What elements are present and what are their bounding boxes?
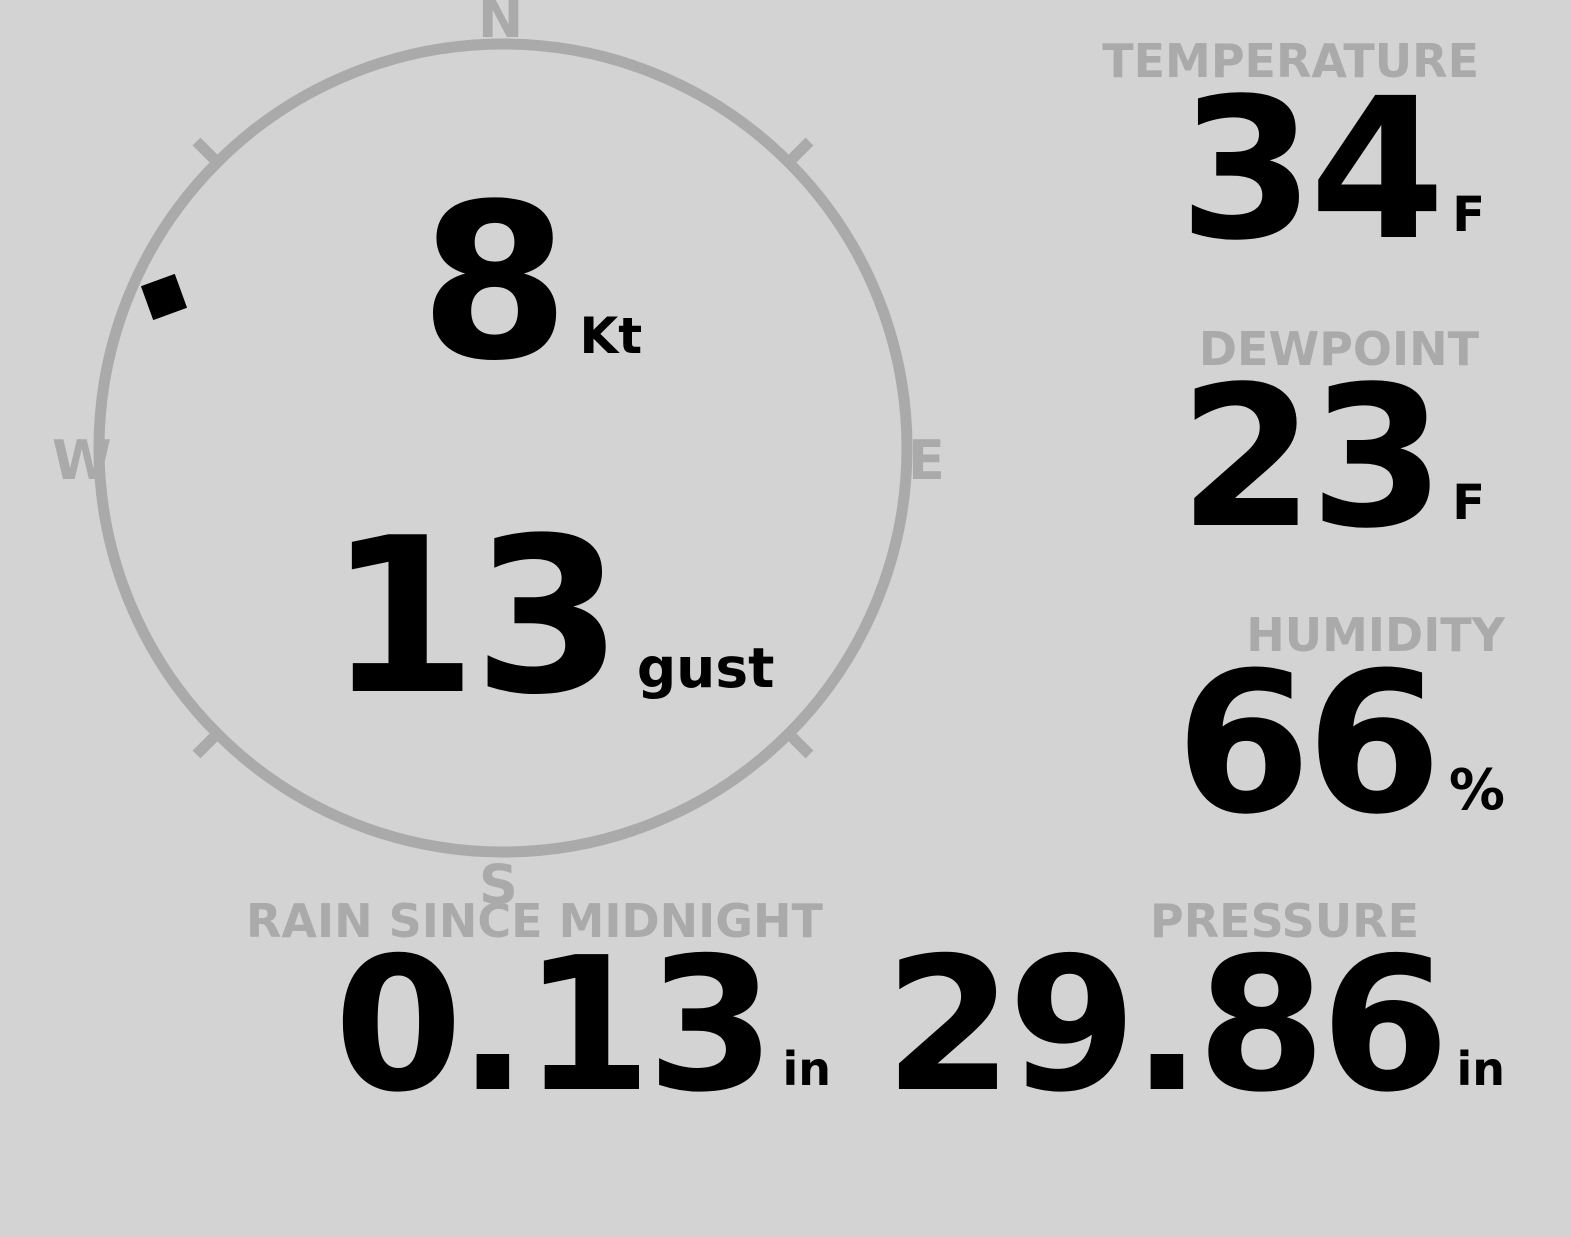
compass-tick-sw <box>192 730 221 759</box>
rain-row: 0.13 in <box>246 917 831 1133</box>
temperature-unit: F <box>1452 187 1485 243</box>
dewpoint-value: 23 <box>1178 344 1445 571</box>
pressure-unit: in <box>1456 1042 1505 1096</box>
rain-unit: in <box>782 1042 831 1096</box>
compass-label-east: E <box>908 429 945 492</box>
compass-tick-marks <box>192 137 814 759</box>
rain-label: RAIN SINCE MIDNIGHT <box>246 894 823 948</box>
compass-ring <box>93 38 913 858</box>
wind-gust-readout: 13 gust <box>0 491 1006 742</box>
dewpoint-label: DEWPOINT <box>1198 322 1479 376</box>
humidity-unit: % <box>1448 758 1505 823</box>
compass-label-west: W <box>52 429 112 492</box>
wind-direction-marker <box>140 273 188 321</box>
humidity-row: 66 % <box>1175 630 1505 857</box>
dewpoint-unit: F <box>1452 475 1485 531</box>
compass-dial-svg <box>93 38 913 858</box>
compass-tick-nw <box>192 137 221 166</box>
dewpoint-row: 23 F <box>1178 344 1485 571</box>
temperature-row: 34 F <box>1102 56 1485 283</box>
wind-speed-value: 8 <box>419 157 570 408</box>
humidity-value: 66 <box>1175 630 1442 857</box>
wind-gust-unit: gust <box>636 636 775 700</box>
metric-pressure: PRESSURE 29.86 in <box>884 894 1505 1133</box>
humidity-label: HUMIDITY <box>1246 608 1505 662</box>
metric-temperature: TEMPERATURE 34 F <box>1102 34 1485 283</box>
rain-value: 0.13 <box>334 917 775 1133</box>
pressure-row: 29.86 in <box>884 917 1505 1133</box>
compass-label-south: S <box>479 853 518 916</box>
wind-speed-readout: 8 Kt <box>0 157 1006 408</box>
wind-gust-value: 13 <box>327 491 623 742</box>
temperature-label: TEMPERATURE <box>1102 34 1479 88</box>
pressure-label: PRESSURE <box>1150 894 1419 948</box>
metric-dewpoint: DEWPOINT 23 F <box>1178 322 1485 571</box>
pressure-value: 29.86 <box>884 917 1449 1133</box>
wind-compass-gauge: N E S W 8 Kt 13 gust <box>0 0 1006 912</box>
metric-rain-since-midnight: RAIN SINCE MIDNIGHT 0.13 in <box>246 894 831 1133</box>
compass-tick-ne <box>785 137 814 166</box>
compass-label-north: N <box>478 0 524 50</box>
wind-speed-unit: Kt <box>579 307 643 365</box>
temperature-value: 34 <box>1178 56 1445 283</box>
metric-humidity: HUMIDITY 66 % <box>1175 608 1505 857</box>
compass-tick-se <box>785 730 814 759</box>
